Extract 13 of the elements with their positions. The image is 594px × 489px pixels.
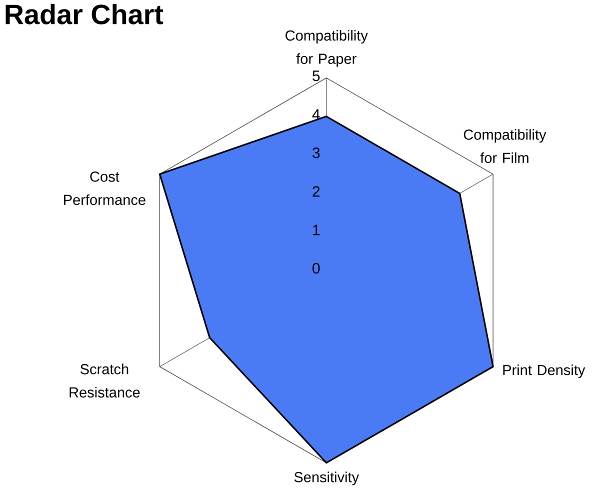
spoke-label: Compatibility for Paper [286, 30, 368, 67]
chart-title: Radar Chart [6, 4, 164, 24]
y-tick-label: 0 [312, 262, 320, 274]
y-tick-label: 3 [312, 147, 320, 158]
y-tick-label: 4 [312, 109, 320, 120]
spoke-label: Sensitivity [294, 472, 360, 486]
spoke-label: Cost Performance [64, 172, 146, 206]
y-tick-label: 5 [312, 70, 320, 82]
spoke-label: Compatibility for Film [464, 129, 546, 164]
spoke-label: Print Density [503, 364, 586, 378]
y-tick-label: 2 [312, 186, 320, 197]
y-tick-label: 1 [313, 224, 320, 236]
spoke-label: Scratch Resistance [70, 364, 140, 398]
